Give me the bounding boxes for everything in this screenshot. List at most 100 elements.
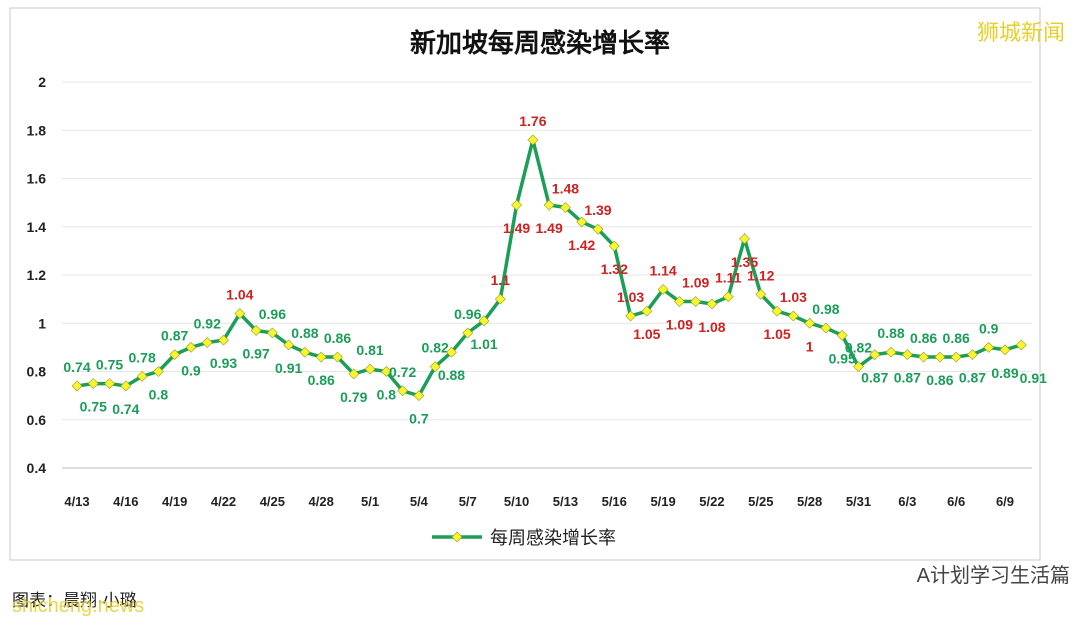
marker (348, 368, 360, 380)
data-label: 1.14 (649, 262, 676, 278)
y-tick-label: 0.4 (27, 460, 47, 476)
data-label: 0.86 (943, 330, 970, 346)
marker (332, 351, 343, 363)
marker (283, 339, 295, 351)
marker (1015, 339, 1027, 351)
data-label: 0.86 (324, 330, 351, 346)
marker (266, 327, 278, 339)
data-label: 1.76 (519, 113, 546, 129)
data-label: 0.74 (63, 359, 90, 375)
marker (592, 223, 604, 235)
marker (104, 378, 115, 389)
data-label: 0.87 (861, 370, 888, 386)
marker (71, 380, 83, 392)
data-label: 1.04 (226, 287, 253, 303)
marker (429, 361, 441, 373)
data-label: 0.75 (80, 399, 107, 415)
data-label: 0.74 (112, 401, 139, 417)
marker (999, 344, 1011, 356)
x-tick-label: 6/3 (898, 494, 916, 509)
marker (380, 366, 392, 377)
data-label: 1.1 (491, 272, 511, 288)
marker (299, 346, 311, 358)
data-label: 0.96 (454, 306, 481, 322)
marker (934, 351, 946, 363)
chart-frame (9, 7, 1041, 561)
legend-label: 每周感染增长率 (490, 528, 616, 548)
data-label: 0.8 (149, 387, 169, 403)
marker (706, 298, 718, 310)
y-tick-label: 0.6 (27, 412, 47, 428)
x-tick-label: 5/19 (650, 494, 675, 509)
x-tick-label: 5/4 (410, 494, 429, 509)
watermark: 狮城新闻 (977, 20, 1065, 45)
data-label: 0.98 (812, 301, 839, 317)
data-label: 1.12 (747, 267, 774, 283)
data-label: 0.88 (291, 325, 318, 341)
y-tick-label: 0.8 (27, 364, 47, 380)
marker (885, 346, 897, 358)
x-tick-label: 5/1 (361, 494, 379, 509)
marker (397, 385, 409, 397)
marker (608, 240, 620, 252)
marker (364, 363, 376, 375)
data-label: 0.86 (308, 372, 335, 388)
data-label: 1.39 (584, 202, 611, 218)
marker (478, 315, 490, 327)
marker (120, 380, 132, 392)
data-label: 1.11 (715, 270, 742, 286)
data-label: 1.03 (780, 289, 807, 305)
data-label: 0.7 (409, 411, 429, 427)
data-label: 1.35 (731, 254, 758, 270)
x-tick-label: 4/28 (309, 494, 334, 509)
data-label: 0.96 (259, 306, 286, 322)
marker (543, 199, 555, 211)
data-label: 0.89 (991, 365, 1018, 381)
marker (413, 390, 425, 402)
data-label: 1.01 (470, 336, 497, 352)
x-tick-label: 4/22 (211, 494, 236, 509)
marker (869, 349, 881, 361)
marker (755, 288, 767, 300)
x-tick-label: 5/28 (797, 494, 822, 509)
data-label: 1.08 (698, 319, 725, 335)
data-label: 0.81 (356, 342, 383, 358)
marker (918, 351, 930, 363)
marker (641, 305, 653, 317)
marker (722, 291, 734, 303)
marker (836, 329, 848, 341)
marker (462, 327, 474, 339)
data-label: 1.09 (682, 275, 709, 291)
data-label: 0.75 (96, 357, 123, 373)
x-tick-label: 5/25 (748, 494, 773, 509)
data-label: 0.79 (340, 389, 367, 405)
marker (804, 317, 816, 329)
marker (511, 199, 523, 211)
data-label: 1 (806, 338, 814, 354)
y-tick-label: 2 (38, 74, 46, 90)
data-label: 0.86 (926, 372, 953, 388)
data-label: 0.87 (894, 370, 921, 386)
marker (853, 361, 864, 373)
marker (250, 325, 262, 336)
data-label: 0.87 (161, 328, 188, 344)
data-label: 0.91 (1020, 370, 1047, 386)
x-tick-label: 6/9 (996, 494, 1014, 509)
marker (169, 349, 181, 361)
marker (690, 296, 702, 307)
marker (787, 310, 799, 322)
marker (576, 216, 588, 228)
data-label: 1.42 (568, 237, 595, 253)
data-label: 1.48 (552, 180, 579, 196)
legend-marker (451, 531, 463, 543)
y-tick-label: 1.6 (27, 171, 47, 187)
x-tick-label: 4/13 (64, 494, 89, 509)
marker (820, 322, 832, 334)
data-label: 0.97 (242, 345, 269, 361)
marker (559, 202, 571, 213)
credit: 图表：晨翔·小璐 (12, 591, 137, 610)
source-note: A计划学习生活篇 (917, 564, 1070, 587)
y-tick-label: 1 (38, 315, 46, 331)
marker (673, 296, 685, 307)
data-label: 0.72 (389, 364, 416, 380)
